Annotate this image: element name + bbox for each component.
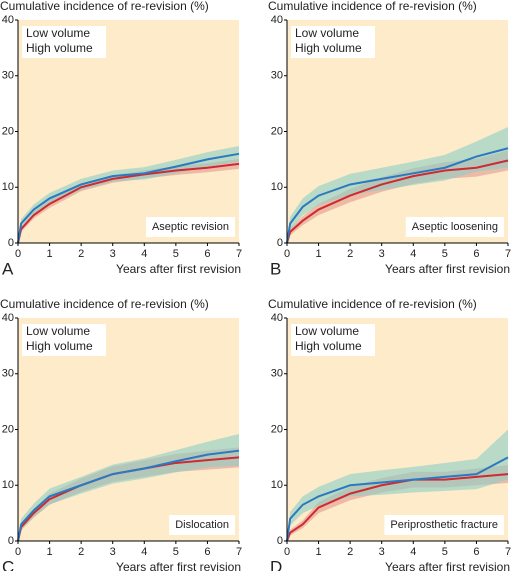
legend-entry: Low volume bbox=[295, 26, 359, 40]
legend-entry: High volume bbox=[295, 339, 362, 353]
legend-entry: High volume bbox=[295, 41, 362, 55]
confidence-band bbox=[18, 433, 239, 541]
x-tick-label: 6 bbox=[204, 248, 210, 260]
y-tick-label: 30 bbox=[2, 368, 14, 380]
y-tick-label: 10 bbox=[2, 181, 14, 193]
legend-box bbox=[22, 324, 106, 356]
y-tick-label: 20 bbox=[2, 125, 14, 137]
panel-letter: A bbox=[2, 259, 14, 278]
x-tick-label: 2 bbox=[78, 248, 84, 260]
legend-entry: Low volume bbox=[295, 324, 359, 338]
panel-letter: C bbox=[2, 557, 14, 571]
y-tick-label: 20 bbox=[271, 423, 283, 435]
y-tick-label: 0 bbox=[8, 535, 14, 547]
x-tick-label: 3 bbox=[110, 248, 116, 260]
x-tick-label: 4 bbox=[141, 248, 147, 260]
x-axis-label: Years after first revision bbox=[385, 262, 510, 276]
annotation-box bbox=[169, 515, 235, 535]
series-line bbox=[286, 147, 509, 244]
x-tick-label: 5 bbox=[173, 546, 179, 558]
x-axis-label: Years after first revision bbox=[385, 560, 510, 571]
annotation-box bbox=[145, 217, 235, 237]
panel-letter: D bbox=[270, 557, 282, 571]
x-tick-label: 1 bbox=[316, 546, 322, 558]
x-tick-label: 1 bbox=[47, 546, 53, 558]
series-line bbox=[17, 152, 240, 244]
x-tick-label: 3 bbox=[379, 546, 385, 558]
chart-title: Cumulative incidence of re-revision (%) bbox=[268, 0, 477, 13]
y-tick-label: 30 bbox=[2, 70, 14, 82]
annotation: Periprosthetic fracture bbox=[390, 519, 498, 531]
x-tick-label: 2 bbox=[347, 248, 353, 260]
x-tick-label: 0 bbox=[284, 248, 290, 260]
x-tick-label: 6 bbox=[473, 546, 479, 558]
y-tick-label: 0 bbox=[277, 237, 283, 249]
y-tick-label: 10 bbox=[2, 479, 14, 491]
legend-box bbox=[291, 324, 375, 356]
series-line bbox=[286, 159, 509, 244]
y-tick-label: 40 bbox=[271, 14, 283, 26]
legend-box bbox=[22, 26, 106, 58]
legend-entry: Low volume bbox=[26, 26, 90, 40]
series-line bbox=[286, 456, 509, 542]
x-tick-label: 7 bbox=[236, 546, 242, 558]
x-tick-label: 2 bbox=[78, 546, 84, 558]
legend-entry: High volume bbox=[26, 339, 93, 353]
x-axis-label: Years after first revision bbox=[116, 560, 241, 571]
x-tick-label: 7 bbox=[505, 546, 511, 558]
x-tick-label: 4 bbox=[410, 546, 416, 558]
x-tick-label: 0 bbox=[284, 546, 290, 558]
y-tick-label: 40 bbox=[2, 312, 14, 324]
x-tick-label: 6 bbox=[204, 546, 210, 558]
y-tick-label: 30 bbox=[271, 368, 283, 380]
annotation: Aseptic loosening bbox=[412, 221, 498, 233]
panel-letter: B bbox=[270, 259, 281, 278]
x-tick-label: 7 bbox=[236, 248, 242, 260]
x-tick-label: 3 bbox=[379, 248, 385, 260]
x-tick-label: 7 bbox=[505, 248, 511, 260]
annotation: Dislocation bbox=[175, 519, 229, 531]
x-tick-label: 5 bbox=[442, 546, 448, 558]
x-tick-label: 0 bbox=[15, 248, 21, 260]
x-tick-label: 0 bbox=[15, 546, 21, 558]
y-tick-label: 10 bbox=[271, 479, 283, 491]
chart-title: Cumulative incidence of re-revision (%) bbox=[0, 0, 209, 13]
legend-entry: High volume bbox=[26, 41, 93, 55]
x-tick-label: 2 bbox=[347, 546, 353, 558]
series-line bbox=[17, 449, 240, 542]
y-tick-label: 0 bbox=[8, 237, 14, 249]
series-line bbox=[286, 473, 509, 542]
chart-title: Cumulative incidence of re-revision (%) bbox=[268, 297, 477, 311]
legend-entry: Low volume bbox=[26, 324, 90, 338]
x-tick-label: 3 bbox=[110, 546, 116, 558]
series-line bbox=[17, 162, 240, 244]
x-tick-label: 1 bbox=[47, 248, 53, 260]
y-tick-label: 20 bbox=[2, 423, 14, 435]
confidence-band bbox=[287, 429, 508, 541]
y-tick-label: 30 bbox=[271, 70, 283, 82]
annotation: Aseptic revision bbox=[152, 221, 229, 233]
annotation-box bbox=[384, 515, 504, 535]
y-tick-label: 40 bbox=[271, 312, 283, 324]
y-tick-label: 10 bbox=[271, 181, 283, 193]
x-axis-label: Years after first revision bbox=[116, 262, 241, 276]
annotation-box bbox=[405, 217, 504, 237]
x-tick-label: 6 bbox=[473, 248, 479, 260]
y-tick-label: 40 bbox=[2, 14, 14, 26]
x-tick-label: 1 bbox=[316, 248, 322, 260]
x-tick-label: 5 bbox=[442, 248, 448, 260]
confidence-band bbox=[287, 127, 508, 243]
legend-box bbox=[291, 26, 375, 58]
y-tick-label: 0 bbox=[277, 535, 283, 547]
x-tick-label: 5 bbox=[173, 248, 179, 260]
x-tick-label: 4 bbox=[141, 546, 147, 558]
chart-title: Cumulative incidence of re-revision (%) bbox=[0, 297, 209, 311]
x-tick-label: 4 bbox=[410, 248, 416, 260]
y-tick-label: 20 bbox=[271, 125, 283, 137]
